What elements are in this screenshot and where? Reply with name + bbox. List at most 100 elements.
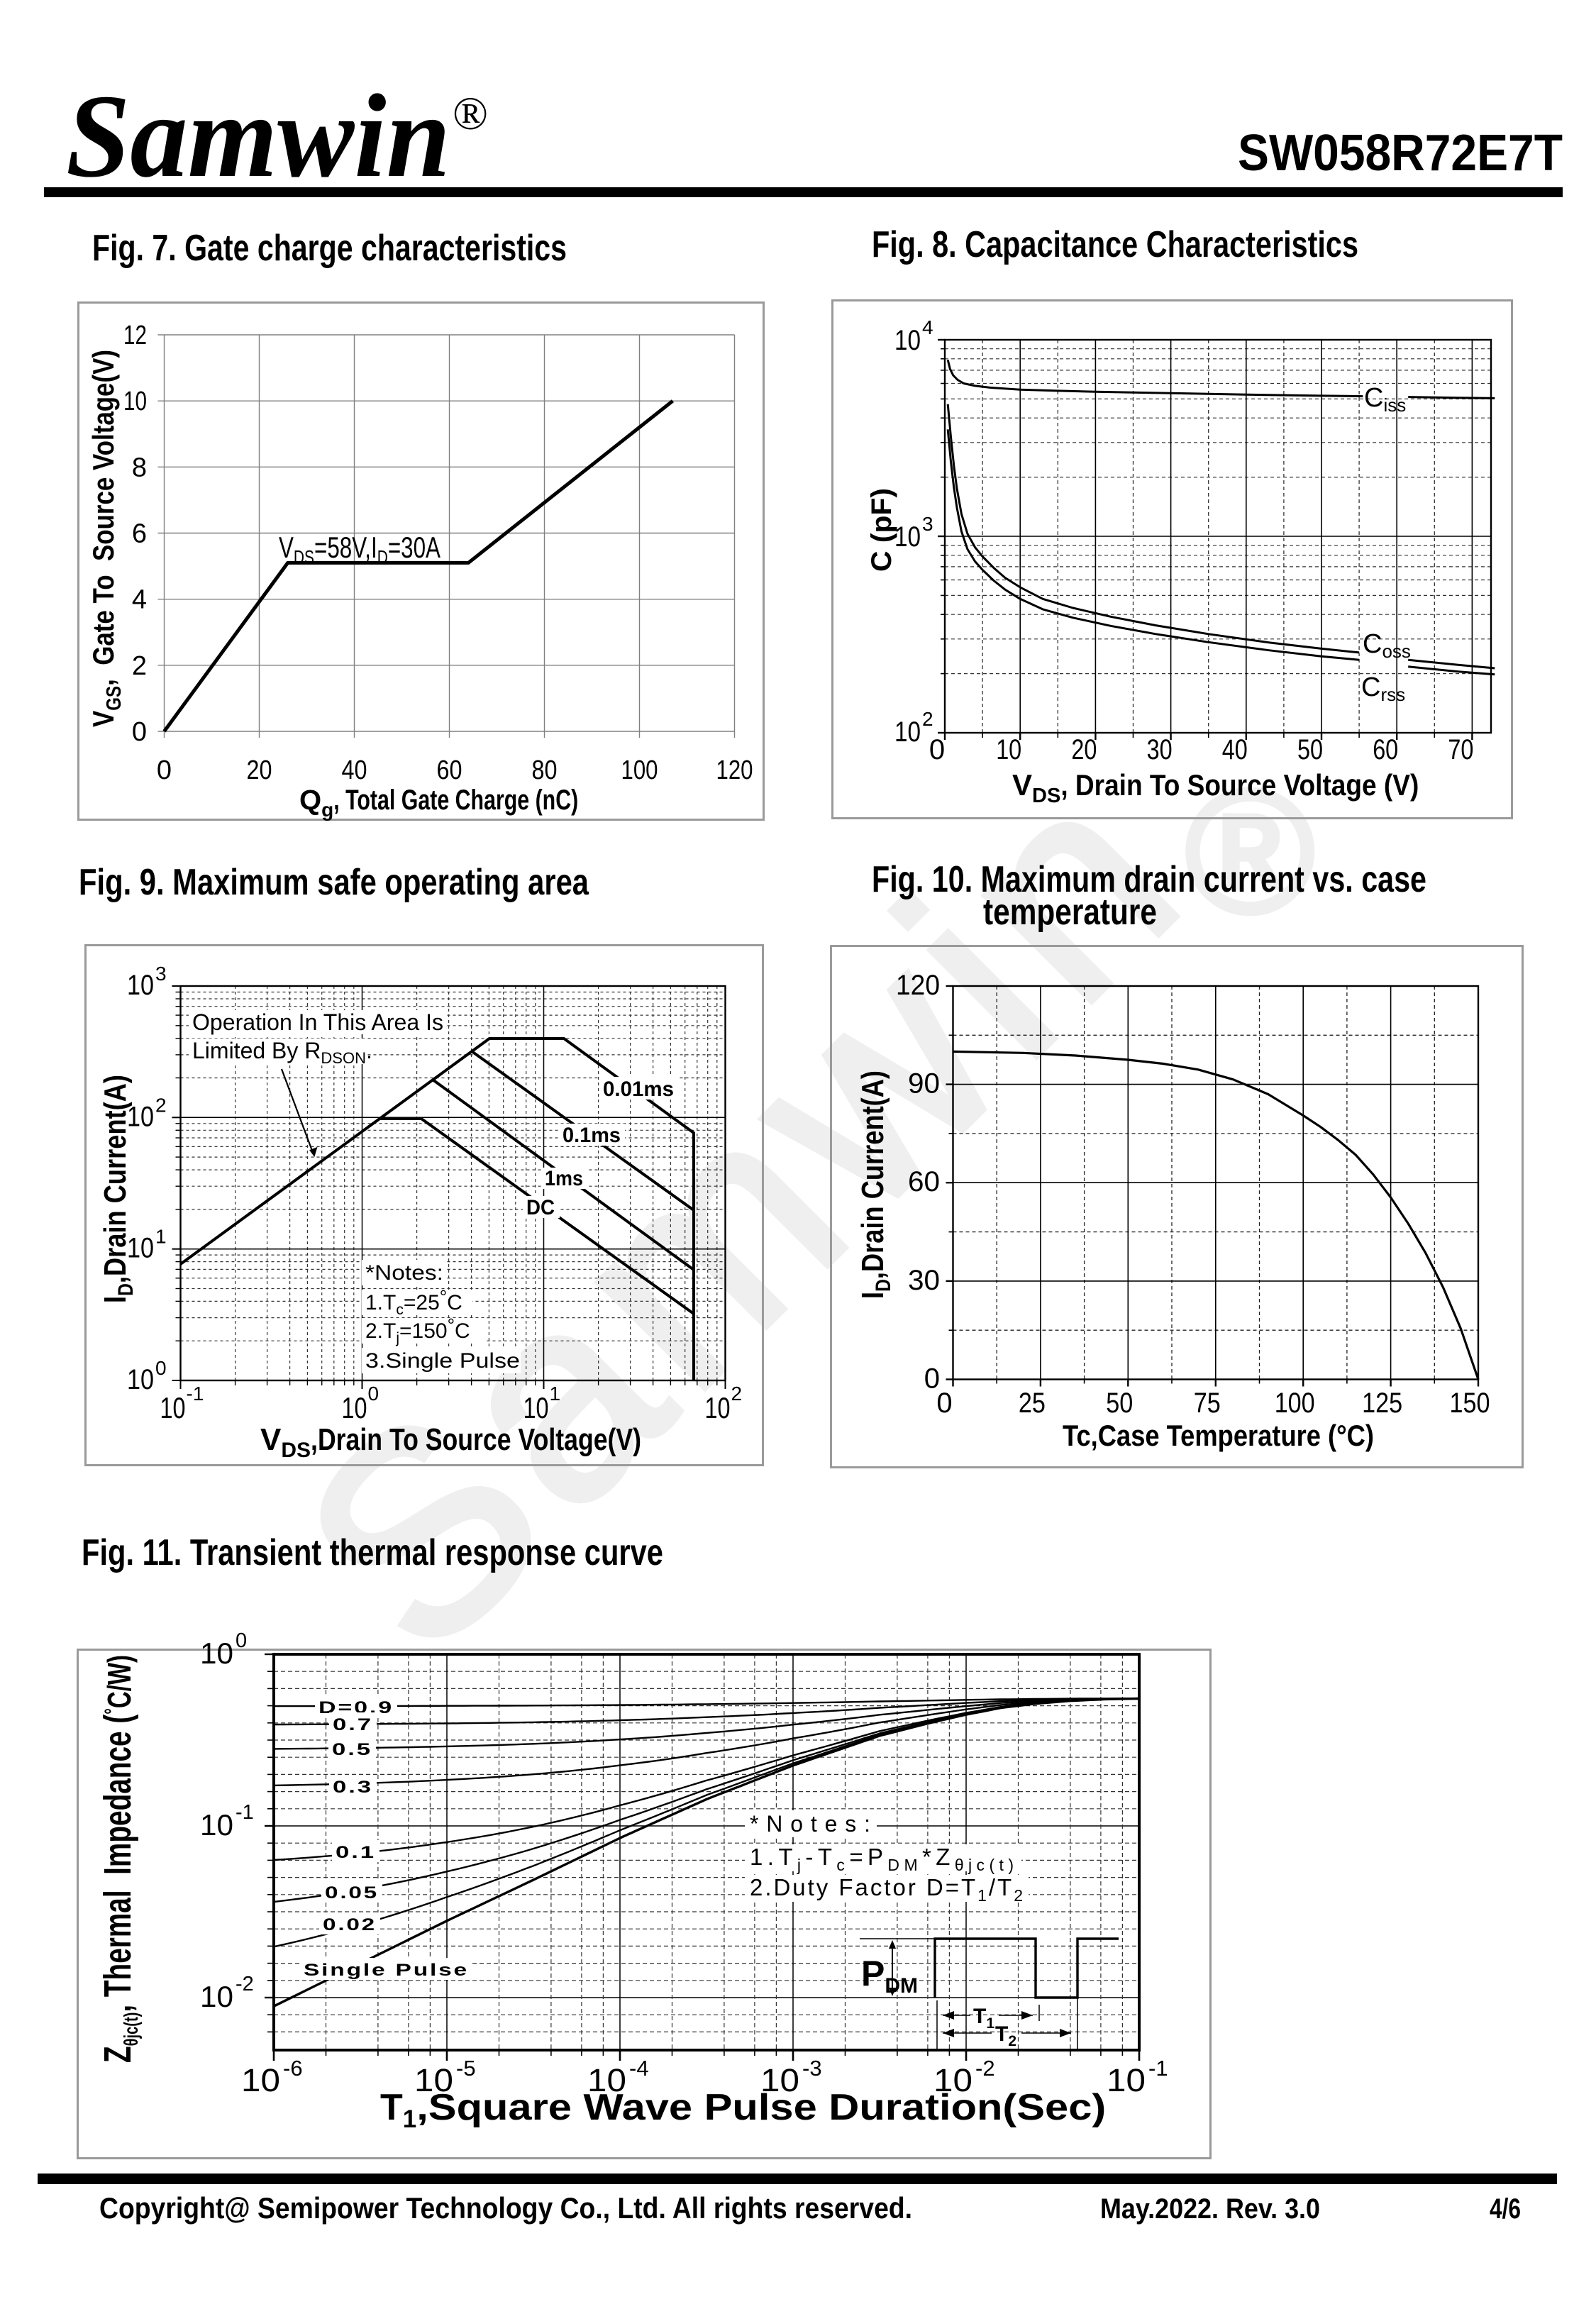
svg-text:4: 4 <box>132 585 147 615</box>
svg-text:100: 100 <box>621 755 658 785</box>
svg-text:C (pF): C (pF) <box>866 488 897 572</box>
svg-text:10: 10 <box>127 1101 154 1132</box>
svg-text:VGS, Gate To Source Voltage(: VGS, Gate To Source Voltage(V) <box>87 350 126 727</box>
svg-text:-1: -1 <box>235 1801 254 1824</box>
svg-text:Zθjc(t), Thermal Impedance (°: Zθjc(t), Thermal Impedance (°C/W) <box>96 1655 142 2063</box>
svg-text:Operation In This Area Is: Operation In This Area Is <box>192 1009 443 1035</box>
svg-text:1ms: 1ms <box>545 1167 583 1190</box>
svg-text:10: 10 <box>523 1391 549 1424</box>
svg-text:0.7: 0.7 <box>333 1715 373 1734</box>
svg-text:50: 50 <box>1297 734 1323 765</box>
svg-text:3: 3 <box>922 513 933 535</box>
svg-text:90: 90 <box>908 1068 940 1100</box>
svg-text:75: 75 <box>1194 1388 1221 1419</box>
svg-text:ID,Drain Current(A): ID,Drain Current(A) <box>98 1075 138 1303</box>
svg-text:0: 0 <box>936 1388 952 1419</box>
svg-text:12: 12 <box>123 321 147 350</box>
svg-text:10: 10 <box>894 716 921 748</box>
svg-text:60: 60 <box>437 755 462 785</box>
svg-text:20: 20 <box>247 755 272 785</box>
svg-text:0.5: 0.5 <box>332 1740 372 1759</box>
svg-text:0.1ms: 0.1ms <box>563 1124 621 1147</box>
svg-text:-2: -2 <box>235 1973 254 1995</box>
svg-text:10: 10 <box>200 1637 233 1670</box>
svg-text:ID,Drain Current(A): ID,Drain Current(A) <box>855 1070 895 1299</box>
svg-text:Fig. 7. Gate charge characteri: Fig. 7. Gate charge characteristics <box>92 228 567 269</box>
svg-text:70: 70 <box>1448 734 1473 765</box>
svg-text:0: 0 <box>368 1383 379 1405</box>
svg-text:2: 2 <box>731 1383 743 1405</box>
svg-text:T2: T2 <box>995 2022 1016 2049</box>
svg-text:20: 20 <box>1071 734 1097 765</box>
svg-text:4: 4 <box>922 316 933 338</box>
svg-text:120: 120 <box>896 970 940 1001</box>
svg-text:*Notes:: *Notes: <box>750 1811 870 1837</box>
svg-text:6: 6 <box>132 519 147 549</box>
svg-text:10: 10 <box>127 970 154 1001</box>
svg-text:0: 0 <box>924 1363 940 1395</box>
svg-text:8: 8 <box>132 453 147 482</box>
svg-text:Single Pulse: Single Pulse <box>304 1961 469 1980</box>
svg-text:3: 3 <box>155 963 167 985</box>
svg-text:1: 1 <box>155 1226 167 1248</box>
svg-text:Copyright@ Semipower Technolog: Copyright@ Semipower Technology Co., Ltd… <box>99 2191 912 2225</box>
svg-text:0.1: 0.1 <box>336 1843 376 1862</box>
svg-text:0: 0 <box>235 1629 247 1652</box>
svg-text:-3: -3 <box>802 2056 822 2081</box>
svg-text:10: 10 <box>127 1364 154 1395</box>
svg-text:*Notes:: *Notes: <box>365 1261 443 1285</box>
svg-text:10: 10 <box>933 2062 972 2098</box>
svg-text:10: 10 <box>705 1391 731 1424</box>
svg-text:2: 2 <box>132 651 147 681</box>
svg-text:10: 10 <box>200 1980 233 2013</box>
svg-text:0.3: 0.3 <box>333 1778 373 1797</box>
svg-text:®: ® <box>1186 754 1314 948</box>
svg-text:T1,Square Wave Pulse Duration(: T1,Square Wave Pulse Duration(Sec) <box>380 2087 1106 2133</box>
svg-text:4/6: 4/6 <box>1490 2193 1521 2225</box>
svg-text:SW058R72E7T: SW058R72E7T <box>1238 125 1563 182</box>
svg-text:0.02: 0.02 <box>323 1915 377 1934</box>
svg-text:Qg, Total Gate Charge (nC): Qg, Total Gate Charge (nC) <box>299 785 578 821</box>
svg-text:10: 10 <box>996 734 1021 765</box>
svg-text:3.Single Pulse: 3.Single Pulse <box>365 1349 520 1373</box>
svg-text:0: 0 <box>155 1357 167 1379</box>
svg-text:0: 0 <box>929 734 945 765</box>
svg-text:0.05: 0.05 <box>325 1883 379 1903</box>
svg-text:1: 1 <box>550 1383 561 1405</box>
svg-text:10: 10 <box>241 2062 280 2098</box>
svg-text:VDS,Drain To Source Voltage(V): VDS,Drain To Source Voltage(V) <box>260 1422 641 1462</box>
svg-text:2.Tj=150°C: 2.Tj=150°C <box>365 1314 470 1346</box>
svg-text:-1: -1 <box>187 1383 204 1405</box>
svg-text:30: 30 <box>908 1265 940 1296</box>
svg-text:Tc,Case Temperature (°C): Tc,Case Temperature (°C) <box>1063 1419 1374 1452</box>
svg-text:10: 10 <box>123 387 147 416</box>
svg-text:60: 60 <box>908 1166 940 1197</box>
svg-text:Fig. 8. Capacitance Characteri: Fig. 8. Capacitance Characteristics <box>872 224 1358 265</box>
svg-text:-5: -5 <box>456 2056 476 2081</box>
svg-text:May.2022. Rev. 3.0: May.2022. Rev. 3.0 <box>1100 2193 1320 2225</box>
svg-text:30: 30 <box>1147 734 1173 765</box>
svg-text:100: 100 <box>1275 1388 1315 1419</box>
svg-text:-2: -2 <box>975 2056 995 2081</box>
svg-text:80: 80 <box>532 755 558 785</box>
svg-text:10: 10 <box>1107 2062 1146 2098</box>
svg-text:Fig. 9. Maximum safe operating: Fig. 9. Maximum safe operating area <box>79 862 589 903</box>
svg-text:10: 10 <box>894 325 921 356</box>
svg-text:10: 10 <box>342 1391 367 1424</box>
svg-text:10: 10 <box>760 2062 799 2098</box>
svg-text:DC: DC <box>526 1196 555 1219</box>
svg-text:2: 2 <box>922 708 933 730</box>
svg-text:1.Tc=25°C: 1.Tc=25°C <box>365 1286 462 1318</box>
svg-text:temperature: temperature <box>983 892 1157 933</box>
svg-text:50: 50 <box>1106 1388 1133 1419</box>
svg-text:60: 60 <box>1373 734 1398 765</box>
svg-text:0: 0 <box>157 755 172 785</box>
svg-text:Samwin: Samwin <box>66 70 450 202</box>
svg-text:10: 10 <box>160 1391 186 1424</box>
svg-text:VDS, Drain To Source Voltage (: VDS, Drain To Source Voltage (V) <box>1012 768 1419 807</box>
svg-text:0: 0 <box>132 717 147 747</box>
svg-text:®: ® <box>453 88 488 140</box>
svg-text:Limited By RDSON.: Limited By RDSON. <box>192 1038 372 1067</box>
svg-text:-4: -4 <box>629 2056 649 2081</box>
svg-text:10: 10 <box>127 1233 154 1264</box>
